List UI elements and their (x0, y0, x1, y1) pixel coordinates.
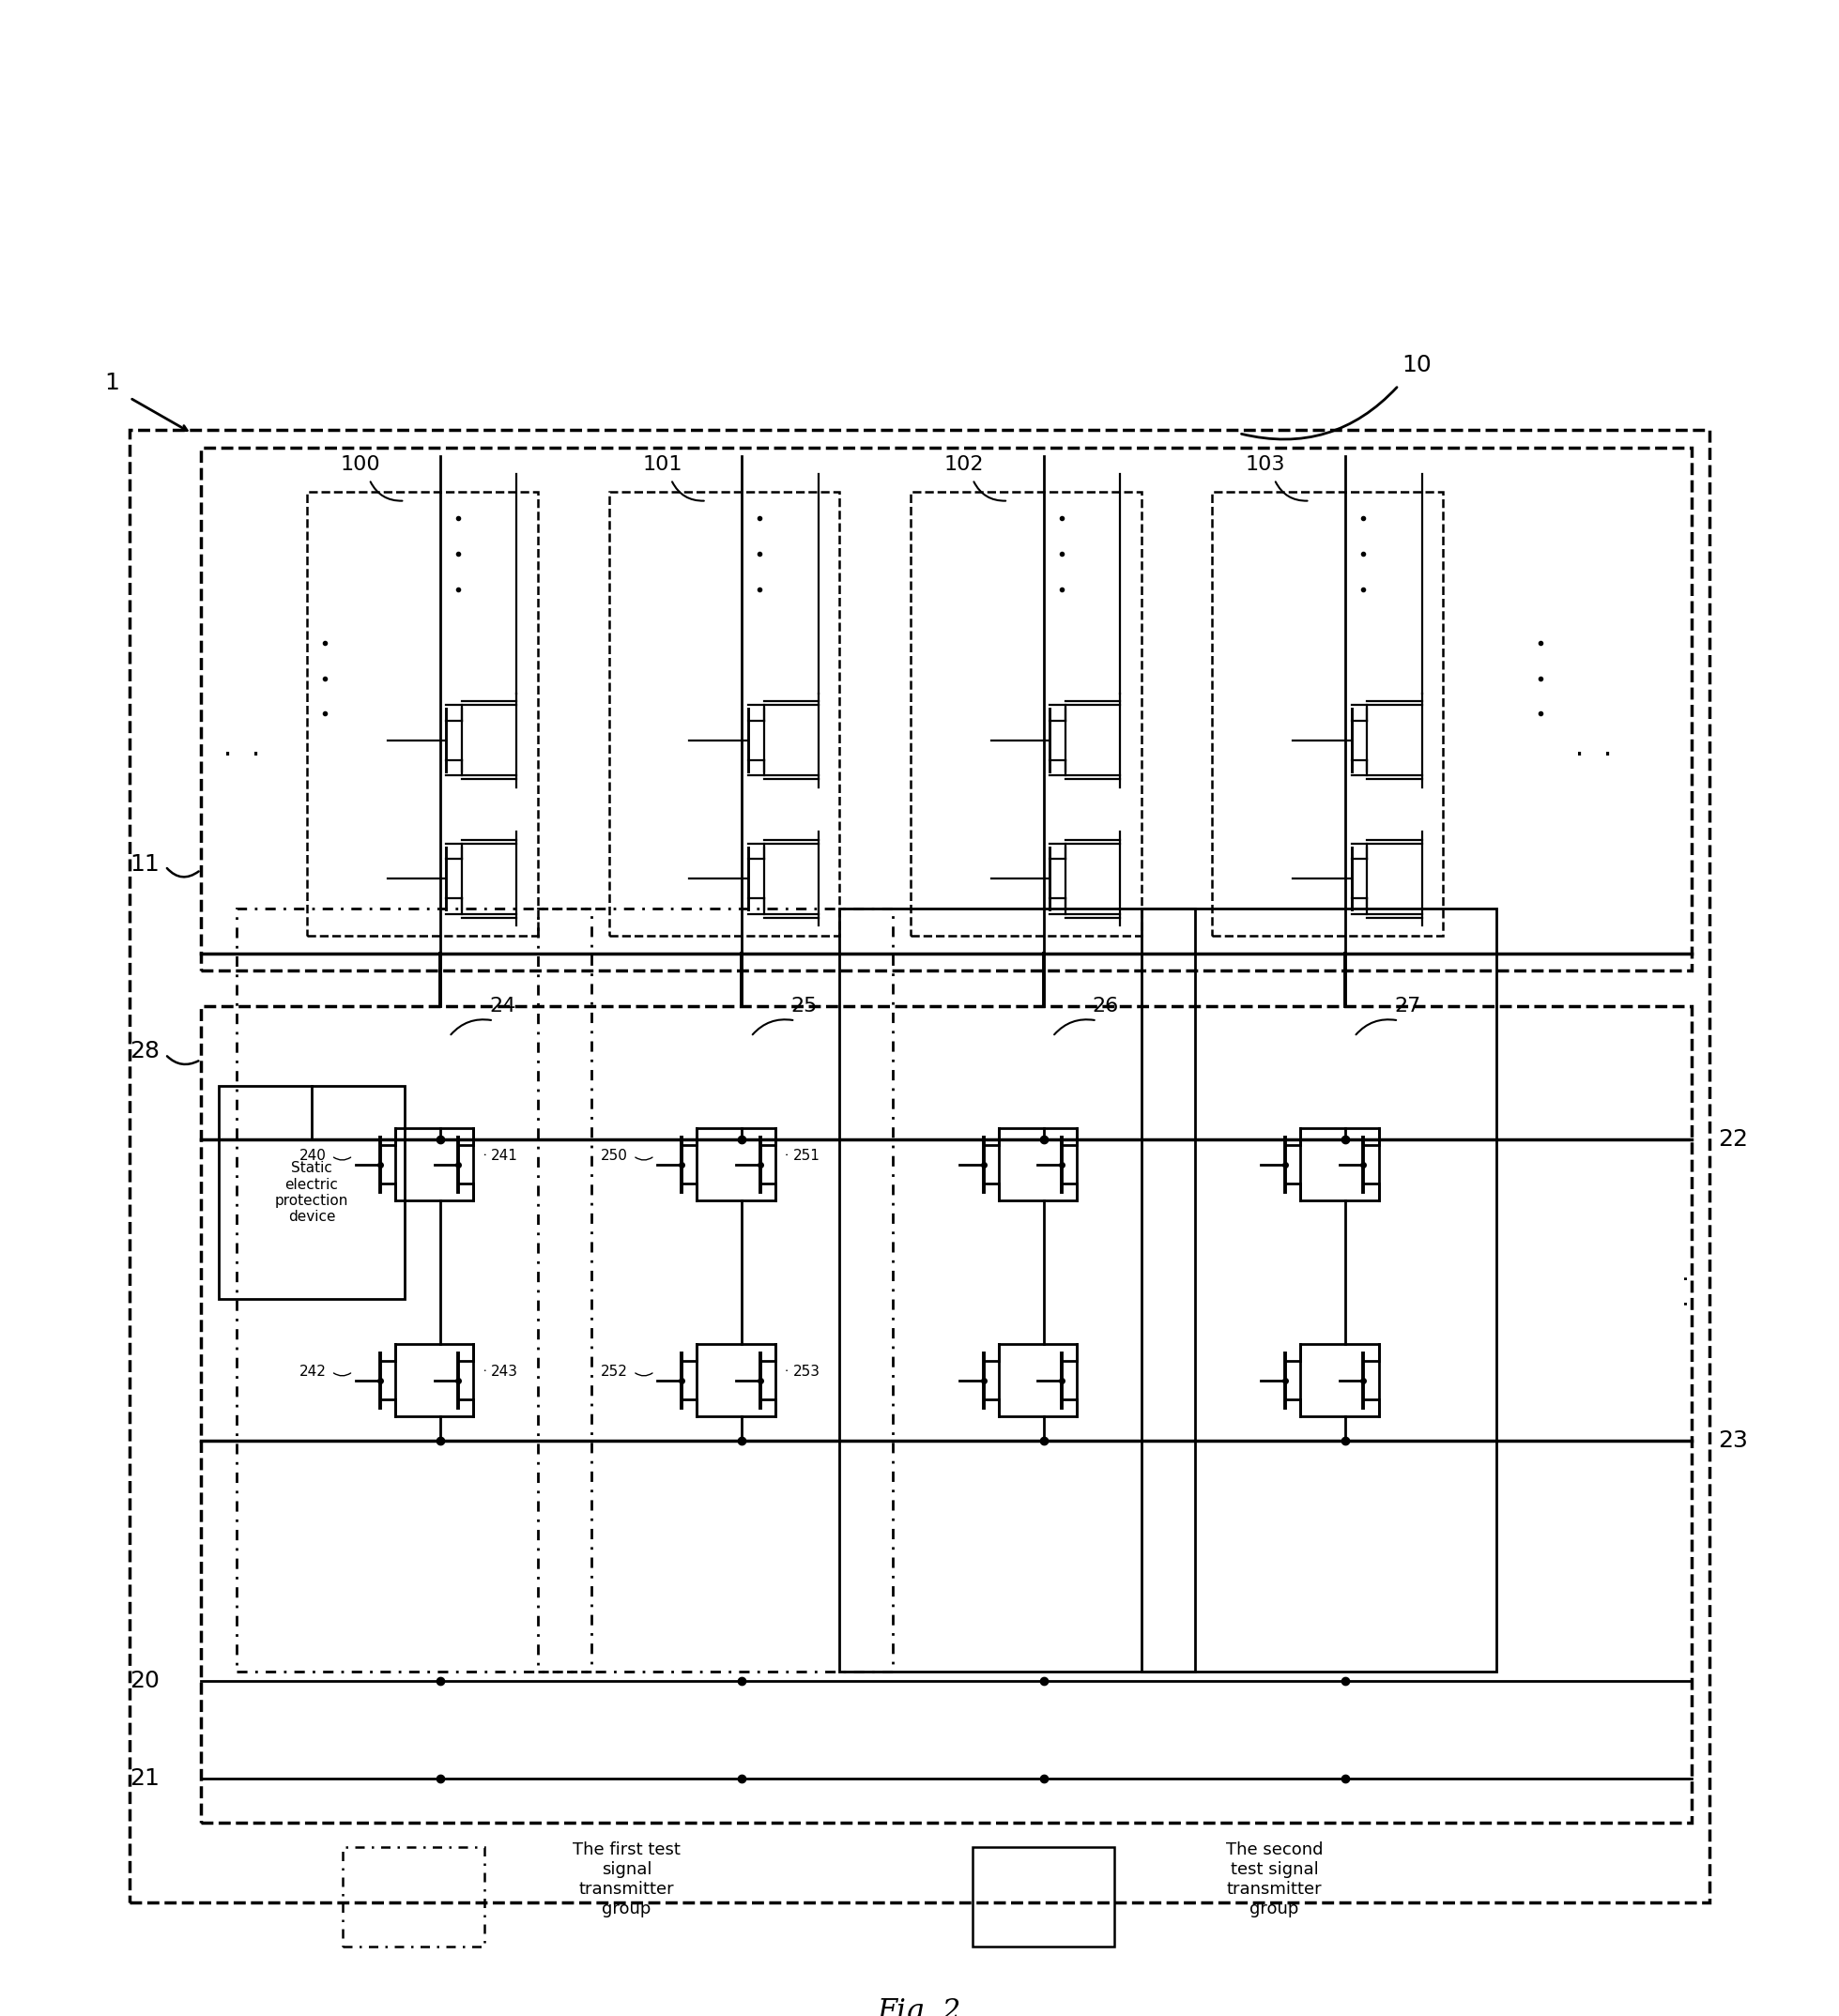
Text: 23: 23 (1718, 1429, 1749, 1452)
Text: 10: 10 (1401, 355, 1431, 377)
Bar (539, 909, 894, 1671)
Bar (609, 492, 840, 935)
Text: 241: 241 (491, 1149, 519, 1163)
Text: 22: 22 (1718, 1129, 1749, 1151)
Bar (235, 909, 590, 1671)
Text: 101: 101 (642, 456, 682, 474)
Bar (973, 1847, 1114, 1947)
Text: . .: . . (221, 738, 263, 760)
Text: . .: . . (1673, 1272, 1692, 1308)
Bar (200, 1006, 1692, 1822)
Text: 100: 100 (340, 456, 381, 474)
Text: Static
electric
protection
device: Static electric protection device (274, 1161, 348, 1224)
Text: 102: 102 (943, 456, 984, 474)
Bar (131, 429, 1708, 1903)
Text: 240: 240 (300, 1149, 326, 1163)
Text: 251: 251 (793, 1149, 820, 1163)
Bar (840, 909, 1195, 1671)
Text: The first test
signal
transmitter
group: The first test signal transmitter group (572, 1843, 680, 1917)
Bar (219, 1087, 405, 1298)
Text: 28: 28 (131, 1040, 160, 1062)
Bar (342, 1847, 485, 1947)
Text: 24: 24 (489, 996, 515, 1016)
Text: 1: 1 (105, 371, 120, 395)
Text: 25: 25 (791, 996, 818, 1016)
Text: 252: 252 (601, 1365, 627, 1379)
Text: Fig. 2: Fig. 2 (877, 1998, 962, 2016)
Text: . .: . . (1572, 738, 1615, 760)
Text: 27: 27 (1394, 996, 1422, 1016)
Text: 250: 250 (601, 1149, 627, 1163)
Text: 243: 243 (491, 1365, 519, 1379)
Text: 20: 20 (131, 1669, 160, 1691)
Text: The second
test signal
transmitter
group: The second test signal transmitter group (1227, 1843, 1322, 1917)
Bar (1142, 909, 1497, 1671)
Text: 11: 11 (131, 853, 160, 875)
Text: 21: 21 (131, 1766, 160, 1790)
Bar (910, 492, 1142, 935)
Bar (200, 448, 1692, 972)
Text: 253: 253 (793, 1365, 820, 1379)
Text: 103: 103 (1245, 456, 1285, 474)
Bar (307, 492, 539, 935)
Text: 242: 242 (300, 1365, 326, 1379)
Bar (1212, 492, 1444, 935)
Text: 26: 26 (1092, 996, 1120, 1016)
